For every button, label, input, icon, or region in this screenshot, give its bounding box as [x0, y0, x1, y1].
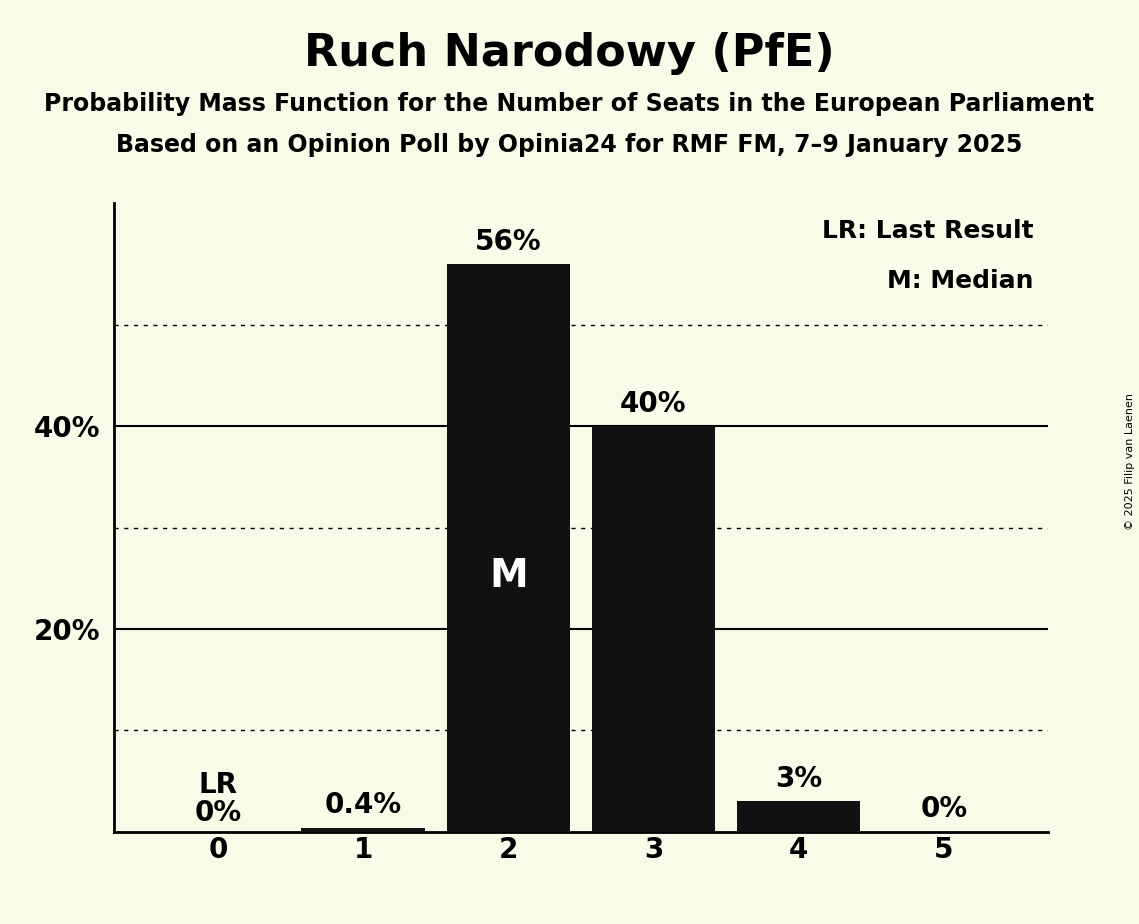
Text: Ruch Narodowy (PfE): Ruch Narodowy (PfE) [304, 32, 835, 76]
Text: LR: LR [198, 772, 238, 799]
Text: 0%: 0% [195, 798, 241, 827]
Text: Based on an Opinion Poll by Opinia24 for RMF FM, 7–9 January 2025: Based on an Opinion Poll by Opinia24 for… [116, 133, 1023, 157]
Text: 0.4%: 0.4% [325, 792, 402, 820]
Text: M: M [489, 557, 527, 595]
Text: 56%: 56% [475, 228, 542, 256]
Text: 0%: 0% [920, 796, 967, 823]
Text: 40%: 40% [621, 390, 687, 419]
Text: © 2025 Filip van Laenen: © 2025 Filip van Laenen [1125, 394, 1134, 530]
Bar [302, 828, 425, 832]
Text: M: Median: M: Median [887, 269, 1034, 293]
Bar [592, 426, 715, 832]
Bar [446, 264, 570, 832]
Text: Probability Mass Function for the Number of Seats in the European Parliament: Probability Mass Function for the Number… [44, 92, 1095, 116]
Bar [737, 801, 860, 832]
Text: LR: Last Result: LR: Last Result [822, 219, 1034, 243]
Text: 3%: 3% [775, 765, 822, 793]
